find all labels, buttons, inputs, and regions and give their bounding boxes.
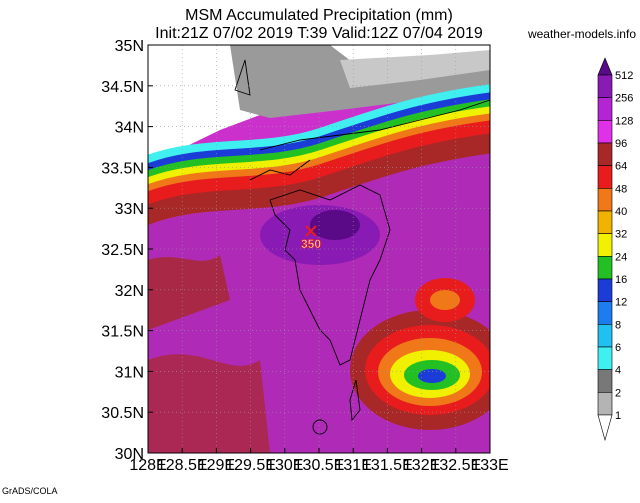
colorbar-swatch (597, 233, 613, 257)
max-label: 350 (301, 237, 321, 251)
lat-label: 33N (115, 201, 144, 218)
lon-label: 130E (266, 457, 303, 474)
colorbar-swatch (597, 369, 613, 393)
colorbar-swatch (597, 392, 613, 416)
colorbar-swatch (597, 74, 613, 98)
colorbar-swatch (597, 165, 613, 189)
lon-label: 128E (129, 457, 166, 474)
colorbar-label: 2 (615, 387, 621, 399)
subtitle: Init:21Z 07/02 2019 T:39 Valid:12Z 07/04… (155, 25, 483, 42)
colorbar-label: 128 (615, 115, 633, 127)
colorbar-label: 8 (615, 319, 621, 331)
colorbar-swatch (597, 188, 613, 212)
colorbar-label: 512 (615, 70, 633, 82)
colorbar-swatch (597, 142, 613, 166)
colorbar-cap (597, 414, 613, 442)
max-marker: 350 (301, 225, 322, 251)
lon-label: 129.5E (225, 457, 276, 474)
lat-label: 32N (115, 283, 144, 300)
colorbar-swatch (597, 278, 613, 302)
colorbar-label: 48 (615, 183, 627, 195)
colorbar-label: 4 (615, 365, 621, 377)
title: MSM Accumulated Precipitation (mm) (185, 7, 453, 24)
colorbar-swatch (597, 256, 613, 280)
lon-label: 131E (335, 457, 372, 474)
lat-label: 34.5N (101, 79, 144, 96)
lon-label: 128.5E (157, 457, 208, 474)
colorbar-swatch (597, 301, 613, 325)
colorbar-label: 24 (615, 251, 627, 263)
colorbar-label: 32 (615, 229, 627, 241)
colorbar-cap (597, 57, 613, 76)
lat-label: 33.5N (101, 160, 144, 177)
lat-label: 32.5N (101, 242, 144, 259)
colorbar-label: 96 (615, 138, 627, 150)
colorbar-swatch (597, 210, 613, 234)
lat-label: 31.5N (101, 324, 144, 341)
colorbar-swatch (597, 346, 613, 370)
lat-label: 34N (115, 120, 144, 137)
lat-label: 31N (115, 364, 144, 381)
lon-label: 133E (471, 457, 508, 474)
colorbar-swatch (597, 324, 613, 348)
colorbar-label: 40 (615, 206, 627, 218)
lon-label: 132E (403, 457, 440, 474)
lat-label: 30.5N (101, 405, 144, 422)
colorbar-label: 256 (615, 93, 633, 105)
lon-label: 131.5E (362, 457, 413, 474)
source: GrADS/COLA (2, 486, 58, 496)
colorbar-label: 64 (615, 161, 627, 173)
colorbar-label: 16 (615, 274, 627, 286)
credit: weather-models.info (527, 27, 636, 41)
colorbar-label: 12 (615, 297, 627, 309)
lat-label: 30N (115, 446, 144, 463)
colorbar-label: 6 (615, 342, 621, 354)
lon-label: 130.5E (294, 457, 345, 474)
colorbar-label: 1 (615, 410, 621, 422)
precip-field (148, 45, 490, 453)
colorbar-swatch (597, 120, 613, 144)
colorbar-swatch (597, 97, 613, 121)
lon-label: 132.5E (430, 457, 481, 474)
lat-label: 35N (115, 38, 144, 55)
lon-label: 129E (198, 457, 235, 474)
